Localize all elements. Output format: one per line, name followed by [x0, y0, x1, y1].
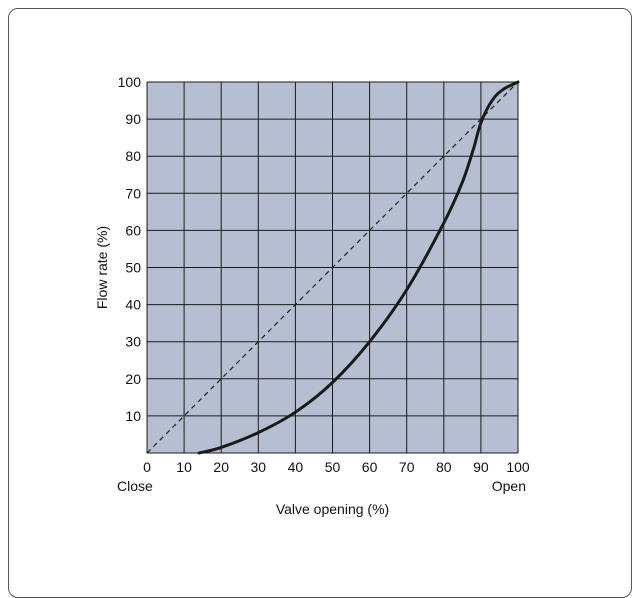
y-tick-label: 70	[125, 185, 141, 201]
x-tick-label: 80	[436, 459, 452, 475]
x-end-label-open: Open	[492, 478, 526, 494]
y-tick-label: 60	[125, 222, 141, 238]
y-tick-label: 20	[125, 371, 141, 387]
y-tick-label: 80	[125, 148, 141, 164]
x-tick-label: 40	[288, 459, 304, 475]
y-tick-label: 90	[125, 111, 141, 127]
x-tick-label: 60	[362, 459, 378, 475]
y-tick-label: 50	[125, 260, 141, 276]
y-tick-labels: 10 20 30 40 50 60 70 80 90 100	[118, 74, 142, 424]
grid-lines	[146, 81, 519, 454]
x-end-label-close: Close	[117, 478, 153, 494]
x-tick-label: 70	[399, 459, 415, 475]
y-tick-label: 100	[118, 74, 142, 90]
x-tick-label: 0	[143, 459, 151, 475]
linear-reference-line	[146, 81, 519, 454]
x-tick-label: 100	[506, 459, 530, 475]
y-axis-label: Flow rate (%)	[94, 226, 110, 309]
valve-flow-chart: 0 10 20 30 40 50 60 70 80 90 100 10 20 30 40 50 60 70 80 9…	[94, 74, 530, 517]
x-axis-label: Valve opening (%)	[276, 501, 389, 517]
x-tick-label: 10	[176, 459, 192, 475]
x-tick-label: 30	[251, 459, 267, 475]
x-tick-labels: 0 10 20 30 40 50 60 70 80 90 100	[143, 459, 530, 475]
x-tick-label: 50	[325, 459, 341, 475]
x-tick-label: 90	[473, 459, 489, 475]
y-tick-label: 30	[125, 334, 141, 350]
series-group	[146, 80, 520, 455]
y-tick-label: 10	[125, 408, 141, 424]
flow-characteristic-curve	[197, 80, 520, 455]
y-tick-label: 40	[125, 297, 141, 313]
x-tick-label: 20	[213, 459, 229, 475]
